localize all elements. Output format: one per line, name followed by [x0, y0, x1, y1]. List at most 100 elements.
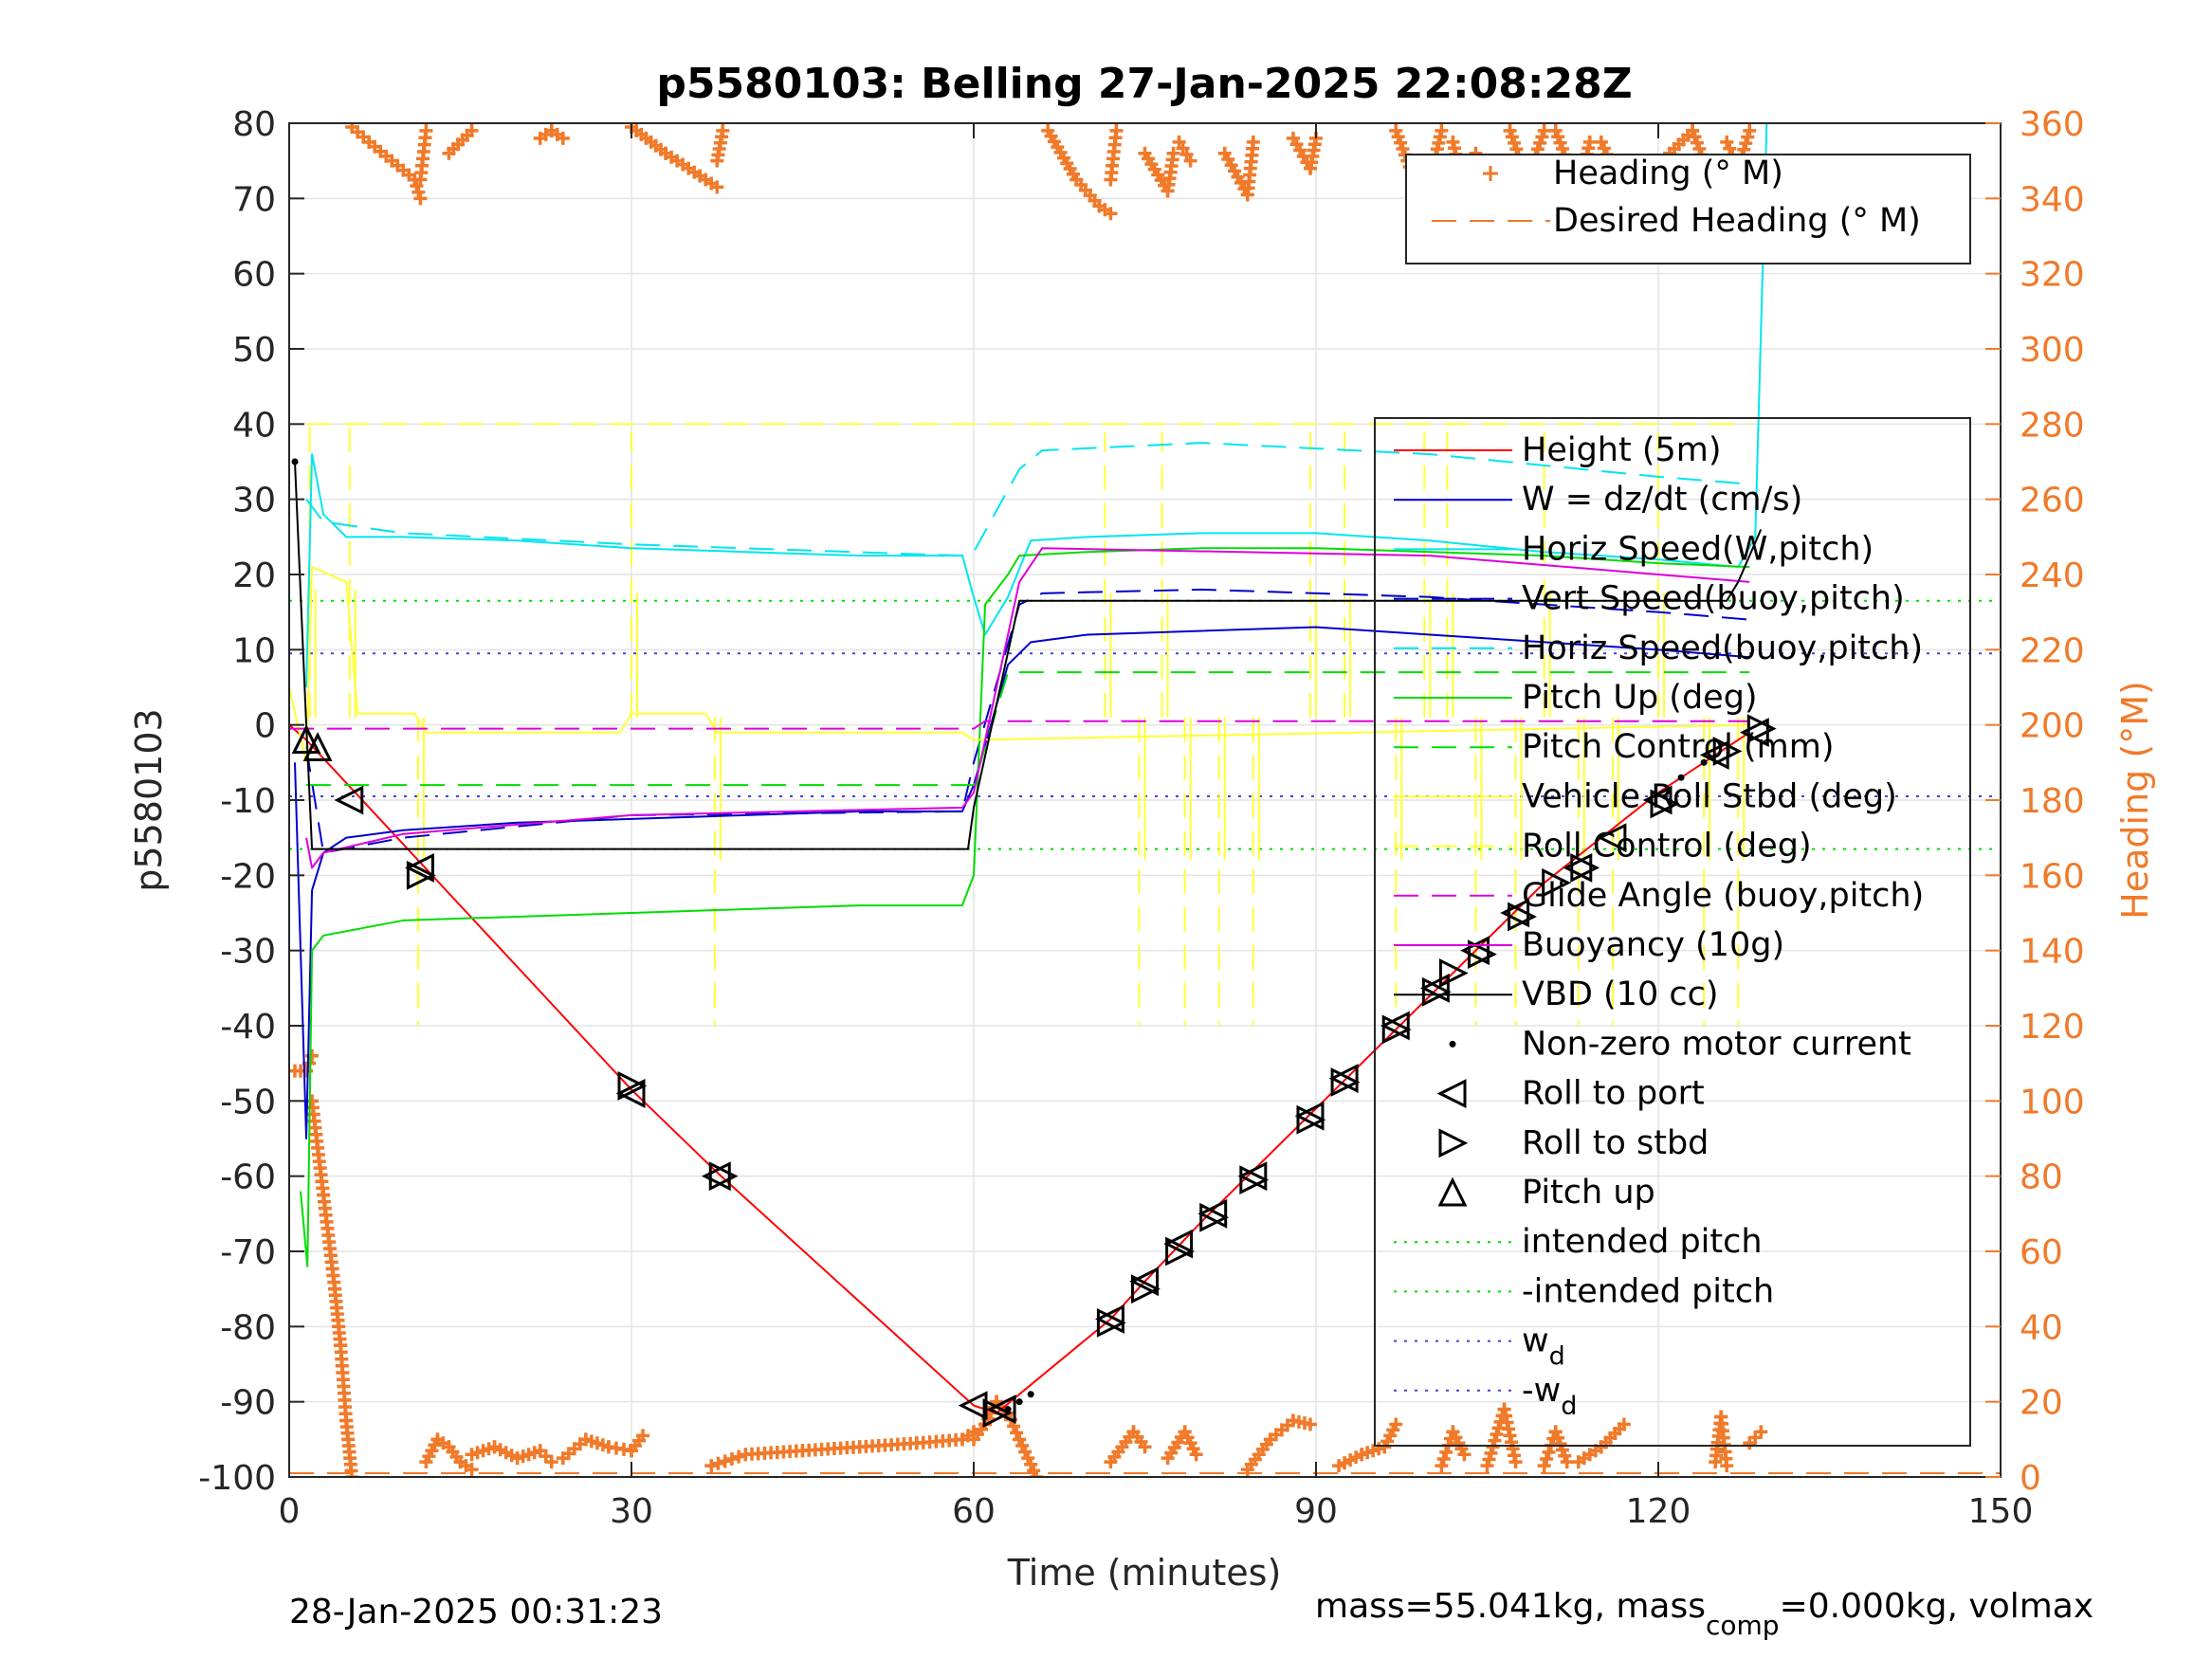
legend-sample-tri-up [1437, 1176, 1468, 1207]
series-layer [289, 123, 1768, 1414]
roll-to-port-marker [1129, 1267, 1159, 1297]
heading-point [465, 1463, 479, 1477]
legend-main-label: Vert Speed(buoy,pitch) [1522, 580, 1905, 618]
x-tick-label: 120 [1626, 1492, 1691, 1531]
legend-sample-tri-left [1436, 1079, 1467, 1109]
legend-main-label-sub: d [1549, 1342, 1565, 1372]
heading-point [419, 123, 433, 137]
roll-to-port-marker [405, 852, 434, 883]
heading-point [1720, 1459, 1734, 1473]
y-right-tick-label: 20 [2020, 1384, 2063, 1423]
series-line-horiz-speed-buoy-pitch [305, 442, 1750, 557]
heading-point [1435, 123, 1449, 137]
roll-to-port-marker [1563, 852, 1593, 883]
legend-sample-plus [1483, 166, 1498, 181]
motor-current-dot [1700, 758, 1708, 766]
heading-point [1537, 1459, 1551, 1473]
y-tick-label: -80 [220, 1308, 276, 1347]
roll-to-stbd-marker [1330, 1067, 1361, 1097]
heading-point [1542, 1445, 1556, 1459]
y-tick-label: -50 [220, 1083, 276, 1121]
heading-point [1537, 123, 1551, 137]
roll-to-port-marker [1197, 1198, 1228, 1229]
heading-point [711, 1456, 725, 1470]
roll-to-port-marker [1328, 1064, 1359, 1093]
motor-current-dot [1004, 1406, 1012, 1413]
y-tick-label: 10 [232, 631, 276, 670]
y-tick-label: -10 [220, 782, 276, 821]
heading-point [1505, 130, 1519, 144]
legend-sample-dot [1449, 1040, 1456, 1048]
heading-point [1030, 1470, 1044, 1477]
y-tick-label: 0 [254, 707, 276, 746]
heading-point [1535, 130, 1549, 144]
y-right-tick-label: 80 [2020, 1158, 2063, 1197]
roll-to-stbd-marker [708, 1161, 739, 1192]
y-tick-label: 20 [232, 556, 276, 595]
legend-main-label: Buoyancy (10g) [1522, 926, 1784, 964]
series-line-glide-angle-buoy-pitch [289, 720, 1750, 730]
legend-sample-tri-right [1438, 1128, 1469, 1158]
roll-to-port-marker [334, 785, 364, 815]
legend-main-label: Vehicle Roll Stbd (deg) [1522, 777, 1897, 815]
roll-to-port-marker [1294, 1101, 1325, 1131]
legend-main-box [1374, 417, 1971, 1447]
heading-point [704, 1459, 719, 1473]
y-right-tick-label: 0 [2020, 1459, 2041, 1498]
y-right-tick-label: 160 [2020, 857, 2085, 896]
x-tick-label: 90 [1294, 1492, 1338, 1531]
roll-to-stbd-marker [1421, 976, 1452, 1007]
y-right-tick-label: 220 [2020, 631, 2085, 670]
heading-point [1743, 123, 1757, 137]
heading-point [465, 123, 479, 137]
legend-heading-label: Desired Heading (° M) [1553, 202, 1921, 240]
legend-main-label: Horiz Speed(W,pitch) [1522, 530, 1874, 568]
heading-point [732, 1449, 746, 1464]
axis-tick-labels: 0 30 60 90 120 15080706050403020100-10-20-30-… [198, 105, 2084, 1531]
x-tick-label: 30 [610, 1492, 653, 1531]
series-line-pitch-up-deg [300, 547, 1750, 1267]
roll-to-stbd-marker [617, 1071, 648, 1101]
legend-main-label: Roll to port [1522, 1075, 1705, 1113]
y-right-tick-label: 120 [2020, 1008, 2085, 1047]
footer-timestamp: 28-Jan-2025 00:31:23 [289, 1593, 663, 1632]
y-right-tick-label: 240 [2020, 556, 2085, 595]
heading-point [1109, 123, 1124, 137]
y-tick-label: -70 [220, 1233, 276, 1272]
series-line-vehicle-roll-stbd-deg [289, 566, 1750, 764]
motor-current-dot [291, 458, 299, 465]
heading-point [1741, 130, 1755, 144]
y-tick-label: 30 [232, 482, 276, 520]
y-tick-label: 80 [232, 105, 276, 144]
y-tick-label: -40 [220, 1008, 276, 1047]
y-tick-label: -90 [220, 1384, 276, 1423]
pitch-up-marker [291, 724, 321, 755]
heading-point [345, 1470, 359, 1477]
heading-point [1509, 142, 1524, 156]
heading-point [1435, 1459, 1449, 1473]
y-right-tick-label: 180 [2020, 782, 2085, 821]
x-tick-label: 0 [279, 1492, 301, 1531]
roll-to-stbd-marker [1381, 1014, 1412, 1045]
heading-point [1530, 142, 1545, 156]
legend-main-label: intended pitch [1522, 1223, 1763, 1261]
heading-point [1486, 1440, 1500, 1454]
y-tick-label: 50 [232, 331, 276, 370]
roll-to-port-marker [1163, 1229, 1194, 1259]
y-right-tick-label: 100 [2020, 1083, 2085, 1121]
heading-point [1457, 1448, 1472, 1462]
heading-point [1533, 136, 1547, 150]
roll-to-port-marker [1237, 1161, 1268, 1192]
legend-main: Height (5m) W = dz/dt (cm/s) Horiz Speed(W… [1374, 417, 1971, 1447]
roll-to-stbd-marker [1131, 1274, 1161, 1304]
roll-to-stbd-marker [1570, 852, 1600, 883]
heading-point [1484, 1446, 1498, 1460]
heading-point [1739, 137, 1753, 151]
roll-to-stbd-marker [1508, 902, 1537, 932]
footer-mass-main: mass=55.041kg, mass [1315, 1587, 1706, 1626]
footer-mass-tail: =0.000kg, volmax [1780, 1587, 2094, 1626]
series-line-horiz-speed-w-pitch [305, 123, 1768, 688]
heading-point [1183, 154, 1197, 168]
pitch-up-marker [302, 732, 333, 761]
